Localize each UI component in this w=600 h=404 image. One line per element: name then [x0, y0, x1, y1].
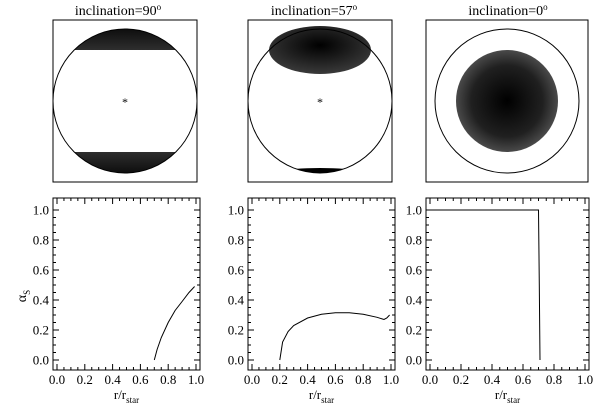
x-tick-label: 0.0: [422, 372, 438, 387]
title-prefix: inclination=: [271, 4, 339, 19]
x-tick-label: 0.6: [132, 372, 149, 387]
y-tick-label: 0.8: [406, 233, 422, 248]
y-tick-label: 0.4: [33, 293, 50, 308]
spot-image-panel-3: [425, 19, 589, 183]
spot-ellipse: [269, 26, 371, 74]
y-tick-label: 0.6: [33, 263, 50, 278]
star-center-marker: *: [317, 95, 323, 109]
polar-cap-top: [53, 29, 197, 50]
x-label-sub: star: [321, 395, 334, 404]
x-tick-label: 0.8: [546, 372, 562, 387]
x-tick-label: 1.0: [577, 372, 593, 387]
y-tick-label: 1.0: [406, 203, 422, 218]
stellar-disk: [247, 28, 393, 174]
plot-frame: [247, 197, 396, 371]
y-tick-label: 1.0: [228, 203, 244, 218]
y-tick-label: 0.8: [228, 233, 244, 248]
alpha-plot-panel-2: 0.0 0.2 0.4 0.6 0.8 1.0 0.0 0.2 0.4 0.6 0.8 1.0 r/rs…: [228, 197, 399, 404]
panel-title-3: inclination=0o: [468, 2, 548, 19]
y-tick-label: 1.0: [33, 203, 49, 218]
degree-symbol: o: [353, 2, 358, 12]
svg-text:inclination=90o: inclination=90o: [75, 2, 162, 19]
spot-circle: [456, 50, 558, 152]
title-value: 0: [536, 4, 543, 19]
svg-text:inclination=57o: inclination=57o: [271, 2, 358, 19]
plot-frame: [425, 197, 590, 371]
y-tick-label: 0.6: [406, 263, 423, 278]
x-tick-label: 0.2: [453, 372, 469, 387]
x-label-main: r/r: [114, 387, 127, 402]
x-tick-label: 0.4: [299, 372, 316, 387]
x-axis-label: r/rstar: [495, 387, 520, 404]
y-label-main: α: [15, 294, 30, 302]
y-tick-label: 0.2: [228, 323, 244, 338]
y-tick-label: 0.0: [228, 353, 244, 368]
alpha-series-line: [430, 209, 541, 361]
x-tick-label: 1.0: [188, 372, 204, 387]
svg-text:inclination=0o: inclination=0o: [468, 2, 548, 19]
x-tick-label: 0.2: [272, 372, 288, 387]
x-axis-label: r/rstar: [309, 387, 334, 404]
x-tick-label: 0.8: [160, 372, 176, 387]
alpha-plot-panel-1: 0.0 0.2 0.4 0.6 0.8 1.0 0.0 0.2 0.4 0.6 0.8 1.0 r/rs…: [33, 197, 204, 404]
polar-cap-bottom: [53, 152, 197, 173]
y-tick-label: 0.6: [228, 263, 245, 278]
plot-frame: [52, 197, 201, 371]
panel-title-1: inclination=90o: [75, 2, 162, 19]
x-label-main: r/r: [309, 387, 322, 402]
spot-image-panel-2: *: [247, 19, 393, 183]
x-tick-label: 0.6: [327, 372, 344, 387]
alpha-plot-panel-3: 0.0 0.2 0.4 0.6 0.8 1.0 0.0 0.2 0.4 0.6 0.8 1.0 r/rs…: [406, 197, 593, 404]
stellar-disk: [52, 28, 198, 174]
x-label-sub: star: [507, 395, 520, 404]
x-tick-label: 0.4: [104, 372, 121, 387]
title-value: 90: [143, 4, 157, 19]
y-axis-label: αS: [15, 290, 32, 302]
star-center-marker: *: [122, 95, 128, 109]
panel-title-2: inclination=57o: [271, 2, 358, 19]
x-tick-label: 0.0: [244, 372, 260, 387]
degree-symbol: o: [543, 2, 548, 12]
y-tick-label: 0.2: [33, 323, 49, 338]
spot-image-panel-1: *: [52, 19, 198, 183]
title-value: 57: [339, 4, 353, 19]
x-tick-label: 0.8: [355, 372, 371, 387]
y-label-sub: S: [22, 290, 32, 295]
x-tick-label: 0.2: [77, 372, 93, 387]
x-tick-label: 0.6: [515, 372, 532, 387]
x-tick-label: 0.0: [49, 372, 65, 387]
y-tick-label: 0.8: [33, 233, 49, 248]
degree-symbol: o: [157, 2, 162, 12]
title-prefix: inclination=: [75, 4, 143, 19]
alpha-series-line: [279, 312, 390, 361]
image-frame: [425, 19, 589, 183]
alpha-series-line: [153, 286, 195, 361]
x-tick-label: 0.4: [484, 372, 501, 387]
x-axis-label: r/rstar: [114, 387, 139, 404]
title-prefix: inclination=: [468, 4, 536, 19]
x-label-main: r/r: [495, 387, 508, 402]
y-tick-label: 0.0: [33, 353, 49, 368]
svg-text:αS: αS: [15, 290, 32, 302]
x-tick-label: 1.0: [383, 372, 399, 387]
stellar-disk: [434, 28, 580, 174]
x-label-sub: star: [126, 395, 139, 404]
y-tick-label: 0.4: [406, 293, 423, 308]
y-tick-label: 0.4: [228, 293, 245, 308]
y-tick-label: 0.0: [406, 353, 422, 368]
y-tick-label: 0.2: [406, 323, 422, 338]
